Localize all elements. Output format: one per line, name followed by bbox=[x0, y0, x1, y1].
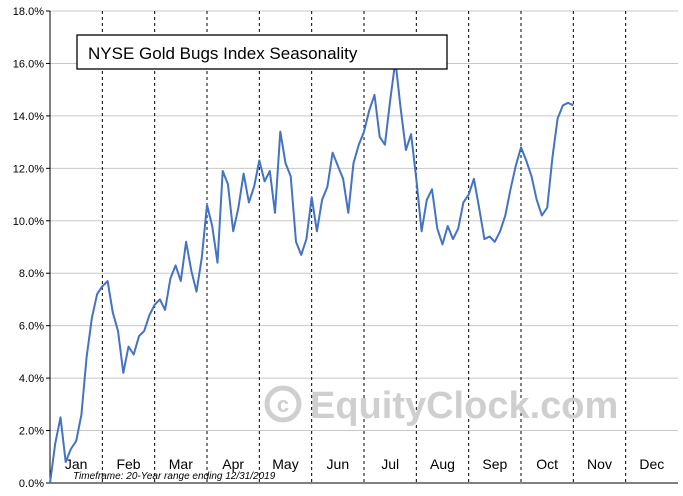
y-tick-label: 12.0% bbox=[13, 163, 44, 175]
chart-title: NYSE Gold Bugs Index Seasonality bbox=[88, 44, 358, 63]
month-label: May bbox=[272, 456, 298, 472]
copyright-icon-glyph: c bbox=[277, 392, 289, 417]
y-tick-label: 14.0% bbox=[13, 111, 44, 123]
watermark-text: EquityClock.com bbox=[310, 385, 618, 427]
axis-frame bbox=[46, 10, 678, 484]
y-tick-label: 18.0% bbox=[13, 6, 44, 18]
month-label: Mar bbox=[169, 456, 193, 472]
timeframe-note: Timeframe: 20-Year range ending 12/31/20… bbox=[73, 471, 276, 482]
y-tick-label: 16.0% bbox=[13, 58, 44, 70]
y-tick-label: 10.0% bbox=[13, 216, 44, 228]
month-label: Jul bbox=[381, 456, 399, 472]
watermark: c EquityClock.com bbox=[264, 385, 618, 427]
copyright-icon bbox=[264, 385, 302, 423]
y-tick-label: 2.0% bbox=[19, 426, 44, 438]
month-label: Apr bbox=[222, 456, 244, 472]
y-tick-labels: 0.0% 2.0% 4.0% 6.0% 8.0% 10.0% 12.0% 14.0% 16.0%… bbox=[13, 6, 44, 490]
y-tick-label: 0.0% bbox=[19, 478, 44, 490]
chart-title-box: NYSE Gold Bugs Index Seasonality bbox=[76, 34, 448, 70]
month-label: Jan bbox=[65, 456, 88, 472]
y-tick-label: 4.0% bbox=[19, 373, 44, 385]
month-label: Nov bbox=[587, 456, 612, 472]
y-tick-label: 8.0% bbox=[19, 268, 44, 280]
series-line bbox=[49, 59, 574, 484]
month-label: Oct bbox=[536, 456, 558, 472]
month-label: Dec bbox=[639, 456, 664, 472]
month-labels: Jan Feb Mar Apr May Jun Jul Aug Sep Oct Nov Dec bbox=[65, 456, 664, 472]
month-label: Jun bbox=[327, 456, 350, 472]
title-frame bbox=[76, 34, 448, 70]
y-tick-label: 6.0% bbox=[19, 321, 44, 333]
month-label: Feb bbox=[116, 456, 140, 472]
month-label: Aug bbox=[430, 456, 455, 472]
month-label: Sep bbox=[482, 456, 507, 472]
